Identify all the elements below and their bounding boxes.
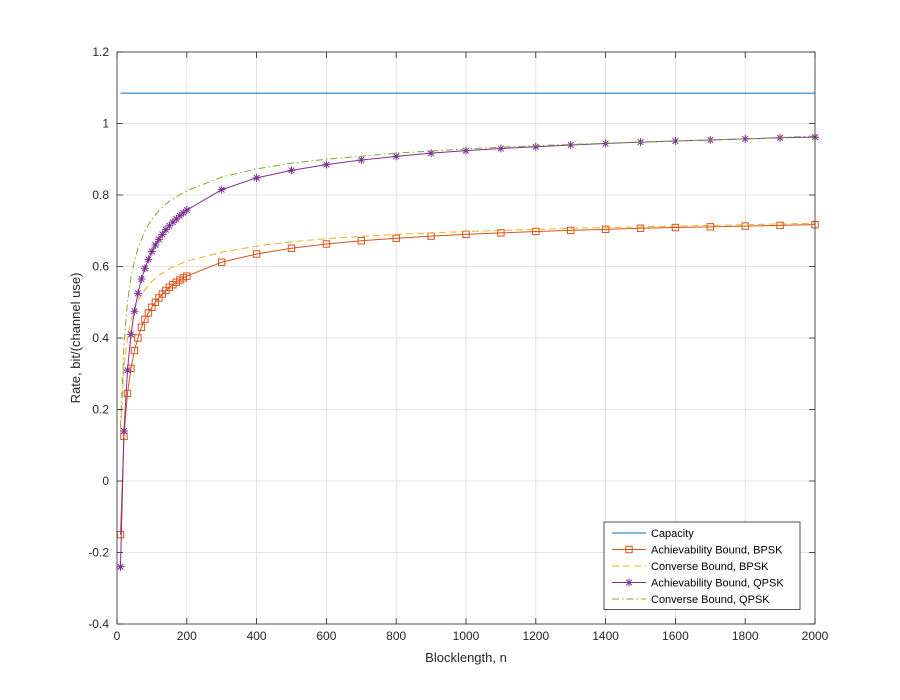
legend-label: Achievability Bound, BPSK xyxy=(651,545,783,557)
data-point xyxy=(137,323,146,331)
data-point xyxy=(130,346,139,355)
y-tick-label: -0.4 xyxy=(88,617,109,631)
series-line-achievability-bound-bpsk xyxy=(119,224,816,535)
x-tick-label: 400 xyxy=(247,629,267,643)
series-line-converse-bound-bpsk xyxy=(119,222,816,431)
data-point xyxy=(706,223,714,231)
data-point xyxy=(154,235,163,244)
x-tick-label: 600 xyxy=(316,629,336,643)
data-point xyxy=(182,206,191,215)
data-point xyxy=(140,264,149,273)
data-point xyxy=(322,240,331,248)
y-axis-label: Rate, bit/(channel use) xyxy=(68,273,83,404)
data-point xyxy=(496,144,505,153)
data-point xyxy=(165,221,174,230)
data-point xyxy=(151,241,160,250)
data-point xyxy=(287,244,296,252)
data-point xyxy=(636,224,645,232)
legend-label: Achievability Bound, QPSK xyxy=(651,578,784,590)
legend-label: Converse Bound, QPSK xyxy=(651,594,770,606)
x-tick-label: 1800 xyxy=(732,629,759,643)
x-axis-label: Blocklength, n xyxy=(425,650,507,665)
data-point xyxy=(144,255,153,264)
axis-ticks: 0 200 400 600 800 1000 1200 1400 1600 1800 2000 -0.… xyxy=(88,45,828,643)
data-point xyxy=(119,426,128,435)
data-point xyxy=(252,250,261,258)
data-point xyxy=(218,258,226,266)
data-point xyxy=(179,208,188,217)
data-point xyxy=(671,223,680,232)
x-tick-label: 800 xyxy=(386,629,406,643)
x-tick-label: 200 xyxy=(177,629,197,643)
data-point xyxy=(392,234,400,242)
y-tick-label: -0.2 xyxy=(88,546,109,560)
data-point xyxy=(123,366,132,375)
data-point xyxy=(133,289,142,298)
data-point xyxy=(601,225,610,234)
x-tick-label: 1200 xyxy=(522,629,549,643)
x-tick-label: 1400 xyxy=(592,629,619,643)
y-tick-label: 0.4 xyxy=(92,331,109,345)
y-tick-label: 1.2 xyxy=(92,45,109,59)
data-point xyxy=(531,142,540,151)
data-point xyxy=(776,221,784,230)
data-point xyxy=(392,152,401,161)
legend-marker xyxy=(625,545,633,554)
y-tick-label: 0.2 xyxy=(92,403,109,417)
data-point xyxy=(168,218,177,227)
data-point xyxy=(116,562,125,571)
data-point xyxy=(252,173,261,182)
y-tick-label: 0 xyxy=(102,474,109,488)
data-point xyxy=(357,155,366,164)
data-point xyxy=(462,146,470,155)
data-point xyxy=(123,389,132,398)
data-point xyxy=(217,185,226,194)
series-converse-bound-bpsk xyxy=(119,222,816,431)
data-point xyxy=(147,247,156,256)
data-point xyxy=(427,149,436,158)
data-point xyxy=(137,275,146,284)
data-point xyxy=(741,134,750,143)
x-tick-label: 1600 xyxy=(662,629,689,643)
legend-label: Converse Bound, BPSK xyxy=(651,561,769,573)
x-tick-label: 2000 xyxy=(802,629,829,643)
x-tick-label: 0 xyxy=(114,629,121,643)
y-tick-label: 1 xyxy=(102,117,109,131)
data-point xyxy=(741,222,749,230)
data-point xyxy=(130,307,139,316)
data-point xyxy=(134,334,142,342)
data-point xyxy=(183,272,191,280)
data-point xyxy=(158,230,167,239)
legend-label: Capacity xyxy=(651,528,694,540)
legend-marker xyxy=(625,578,633,587)
series-line-converse-bound-qpsk xyxy=(119,135,816,428)
y-tick-label: 0.6 xyxy=(92,260,109,274)
data-point xyxy=(567,226,575,235)
data-point xyxy=(172,214,181,223)
series-converse-bound-qpsk xyxy=(119,135,816,428)
data-point xyxy=(532,227,540,236)
data-point xyxy=(287,166,296,175)
data-point xyxy=(671,137,680,146)
x-tick-label: 1000 xyxy=(453,629,480,643)
y-tick-label: 0.8 xyxy=(92,188,109,202)
data-point xyxy=(497,229,505,237)
data-point xyxy=(357,237,366,245)
data-point xyxy=(175,211,184,220)
data-point xyxy=(161,225,170,234)
data-point xyxy=(566,140,575,149)
legend: Capacity Achievability Bound, BPSK Convers… xyxy=(603,521,801,610)
data-point xyxy=(322,160,331,169)
data-point xyxy=(126,330,135,339)
